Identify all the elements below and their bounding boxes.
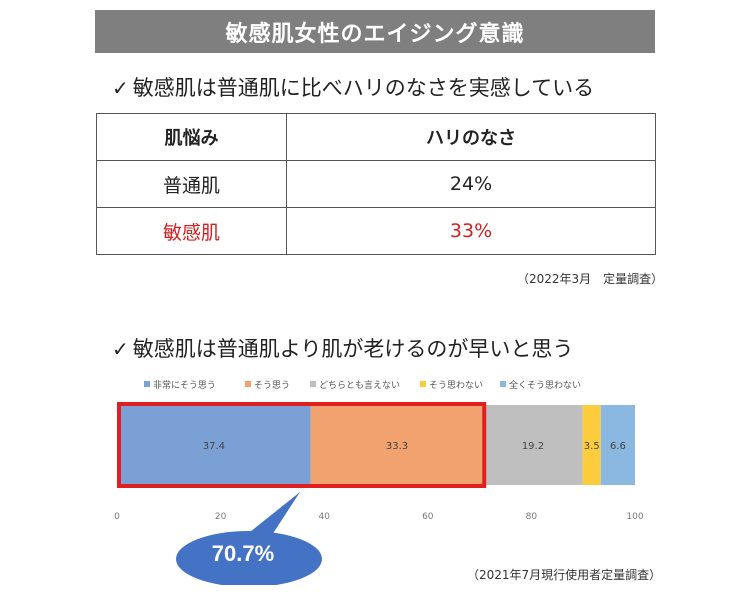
tick-label: 20 xyxy=(215,512,227,522)
legend-label: どちらとも言えない xyxy=(319,379,400,391)
data-label: 19.2 xyxy=(522,441,544,452)
data-label: 37.4 xyxy=(203,441,225,452)
chart-legend: 非常にそう思う そう思う どちらとも言えない そう思わない 全くそう思わない xyxy=(144,379,581,391)
legend-swatch xyxy=(245,381,251,387)
legend-swatch xyxy=(420,381,426,387)
row-label-sensitive: 敏感肌 xyxy=(95,207,288,255)
bar-segment xyxy=(117,405,311,485)
comparison-table: 肌悩み ハリのなさ 普通肌 24% 敏感肌 33% xyxy=(95,113,656,255)
row-value-normal: 24% xyxy=(286,160,656,208)
table-header-firmness: ハリのなさ xyxy=(286,113,656,161)
legend-label: そう思わない xyxy=(429,380,483,391)
highlight-box xyxy=(117,402,487,488)
tick-label: 0 xyxy=(114,512,120,522)
bar-segment xyxy=(600,405,635,485)
check-icon: ✓ xyxy=(112,76,129,100)
table-header-skin-concern: 肌悩み xyxy=(95,113,288,161)
section2-heading: 敏感肌は普通肌より肌が老けるのが早いと思う xyxy=(132,337,574,361)
table-row: 普通肌 24% xyxy=(95,160,656,208)
bar-segment xyxy=(310,405,484,485)
data-label: 33.3 xyxy=(386,441,408,452)
table-header-row: 肌悩み ハリのなさ xyxy=(95,113,656,161)
tick-label: 80 xyxy=(526,512,538,522)
bar-segment xyxy=(582,405,601,485)
section1-heading: 敏感肌は普通肌に比べハリのなさを実感している xyxy=(132,76,595,100)
legend-swatch xyxy=(144,381,150,387)
section1-note: （2022年3月 定量調査） xyxy=(517,272,664,286)
data-label: 3.5 xyxy=(584,441,600,452)
section2-heading-row: ✓ 敏感肌は普通肌より肌が老けるのが早いと思う xyxy=(112,333,573,363)
callout-bubble xyxy=(176,531,322,585)
stacked-bar-chart: 非常にそう思う そう思う どちらとも言えない そう思わない 全くそう思わない 37.4 3… xyxy=(114,379,644,585)
legend-label: 全くそう思わない xyxy=(509,379,581,391)
row-value-sensitive: 33% xyxy=(286,207,656,255)
bar-segment xyxy=(483,405,583,485)
tick-label: 100 xyxy=(626,512,643,522)
tick-label: 40 xyxy=(318,512,330,522)
check-icon: ✓ xyxy=(112,337,129,361)
section2-note: （2021年7月現行使用者定量調査） xyxy=(467,568,662,582)
legend-swatch xyxy=(310,381,316,387)
row-label-normal: 普通肌 xyxy=(95,160,288,208)
chart-overlay xyxy=(117,402,487,585)
chart-bars: 37.4 33.3 19.2 3.5 6.6 xyxy=(117,405,635,485)
chart-x-axis: 0 20 40 60 80 100 xyxy=(114,512,644,522)
callout-value: 70.7% xyxy=(211,541,275,566)
tick-label: 60 xyxy=(422,512,434,522)
section1-heading-row: ✓ 敏感肌は普通肌に比べハリのなさを実感している xyxy=(112,72,594,102)
callout-tail xyxy=(245,492,300,536)
table-row-highlight: 敏感肌 33% xyxy=(95,207,656,255)
banner-title: 敏感肌女性のエイジング意識 xyxy=(95,10,655,53)
data-label: 6.6 xyxy=(610,441,626,452)
legend-label: そう思う xyxy=(254,380,290,391)
legend-label: 非常にそう思う xyxy=(153,379,216,391)
legend-swatch xyxy=(500,381,506,387)
